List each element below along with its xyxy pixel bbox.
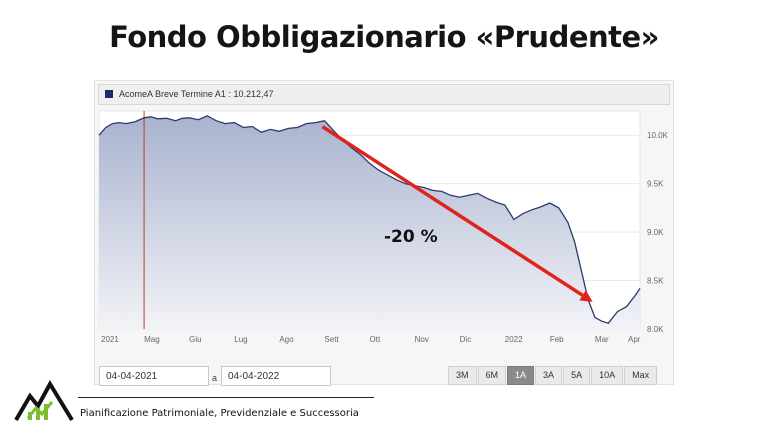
x-tick-label: Lug: [234, 335, 247, 344]
range-button-1a[interactable]: 1A: [507, 366, 535, 385]
range-button-group: 3M 6M 1A 3A 5A 10A Max: [448, 366, 658, 385]
y-tick-label: 10.0K: [647, 131, 669, 140]
date-to-input[interactable]: [221, 366, 331, 386]
x-tick-label: Apr: [628, 335, 641, 344]
legend-series-name: AcomeA Breve Termine A1: [119, 89, 226, 99]
drop-arrow: [321, 125, 584, 297]
price-line: [98, 115, 641, 324]
price-chart: 10.0K 9.5K 9.0K 8.5K 8.0K 2021 Mag Giu Lug Ago Se…: [98, 110, 669, 344]
x-tick-label: Mar: [595, 335, 609, 344]
legend-swatch: [105, 90, 113, 98]
price-area: [99, 115, 640, 329]
drop-label: -20 %: [384, 227, 438, 247]
legend-separator: :: [228, 89, 234, 99]
drop-arrow-head: [579, 290, 593, 302]
x-tick-label: Nov: [415, 335, 429, 344]
x-tick-label: 2022: [505, 335, 523, 344]
range-button-5a[interactable]: 5A: [563, 366, 591, 385]
y-tick-label: 8.0K: [647, 325, 664, 334]
x-tick-label: Ago: [279, 335, 294, 344]
x-tick-label: Mag: [144, 335, 160, 344]
x-tick-label: 2021: [101, 335, 119, 344]
x-tick-label: Feb: [550, 335, 564, 344]
x-tick-label: Dic: [460, 335, 472, 344]
range-button-6m[interactable]: 6M: [477, 366, 507, 385]
range-button-max[interactable]: Max: [624, 366, 658, 385]
x-axis: 2021 Mag Giu Lug Ago Sett Ott Nov Dic 2022 Feb Mar A…: [101, 335, 641, 344]
chart-legend: AcomeA Breve Termine A1 : 10.212,47: [98, 84, 670, 105]
y-axis: 10.0K 9.5K 9.0K 8.5K 8.0K: [647, 131, 669, 334]
date-separator: a: [212, 373, 218, 383]
chart-widget: 10.0K 9.5K 9.0K 8.5K 8.0K 2021 Mag Giu Lug Ago Se…: [94, 80, 674, 386]
footer-text: Pianificazione Patrimoniale, Previdenzia…: [80, 408, 359, 419]
range-button-3a[interactable]: 3A: [535, 366, 563, 385]
logo-icon: [14, 380, 74, 422]
page-title: Fondo Obbligazionario «Prudente»: [109, 20, 659, 54]
y-tick-label: 8.5K: [647, 277, 664, 286]
y-tick-label: 9.0K: [647, 228, 664, 237]
range-button-3m[interactable]: 3M: [448, 366, 477, 385]
y-tick-label: 9.5K: [647, 180, 664, 189]
x-tick-label: Sett: [324, 335, 339, 344]
x-tick-label: Ott: [370, 335, 381, 344]
footer-rule: [78, 397, 374, 398]
date-from-input[interactable]: [99, 366, 209, 386]
x-tick-label: Giu: [189, 335, 201, 344]
legend-series-value: 10.212,47: [233, 89, 274, 99]
range-button-10a[interactable]: 10A: [591, 366, 624, 385]
